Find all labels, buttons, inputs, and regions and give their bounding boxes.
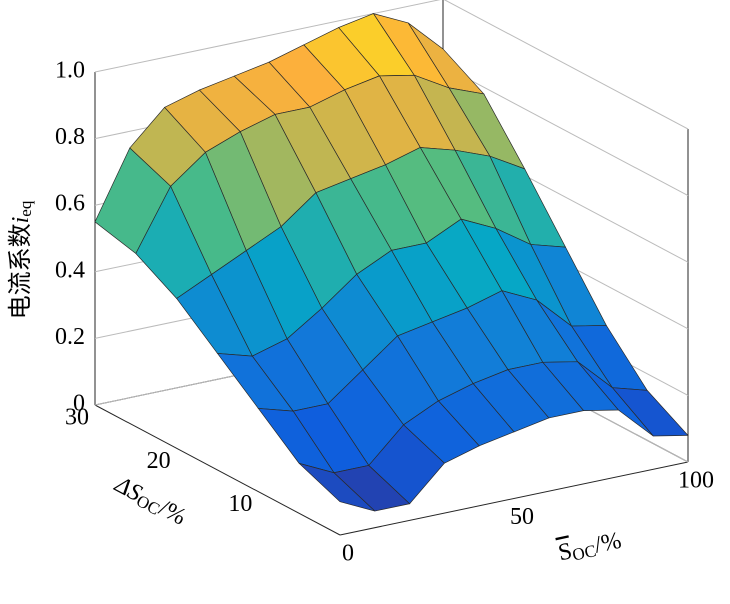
z-axis-label-part: 电流系数	[7, 223, 34, 319]
x-tick-label: 0	[342, 541, 354, 567]
z-tick-label: 0.6	[55, 191, 85, 217]
axis-line	[339, 461, 689, 536]
x-tick-label: 100	[678, 468, 714, 494]
surface	[94, 13, 689, 512]
x-axis-label-part: /%	[592, 527, 623, 558]
x-axis-label-part: S	[556, 538, 574, 566]
x-axis-label-part: OC	[571, 541, 598, 564]
y-axis-label: ΔSOC/%	[109, 471, 190, 532]
grid-line	[442, 65, 689, 197]
z-axis-label: 电流系数ieq	[7, 200, 36, 319]
z-tick-label: 0	[73, 391, 85, 417]
grid-line	[443, 0, 689, 130]
y-tick-label: 30	[65, 405, 89, 431]
grid-line	[94, 0, 441, 73]
z-axis-label-part: i	[8, 217, 34, 224]
z-tick-label: 0.2	[55, 324, 85, 350]
z-tick-label: 0.4	[55, 257, 85, 283]
y-tick-label: 10	[228, 491, 252, 517]
axis-line	[94, 404, 341, 536]
x-tick-label: 50	[510, 504, 534, 530]
x-axis-label: SOC/%	[556, 527, 624, 567]
z-tick-label: 1.0	[55, 58, 85, 84]
z-tick-label: 0.8	[55, 124, 85, 150]
surface-face	[298, 463, 376, 512]
z-axis-label-part: eq	[16, 200, 35, 217]
y-tick-label: 20	[147, 448, 171, 474]
